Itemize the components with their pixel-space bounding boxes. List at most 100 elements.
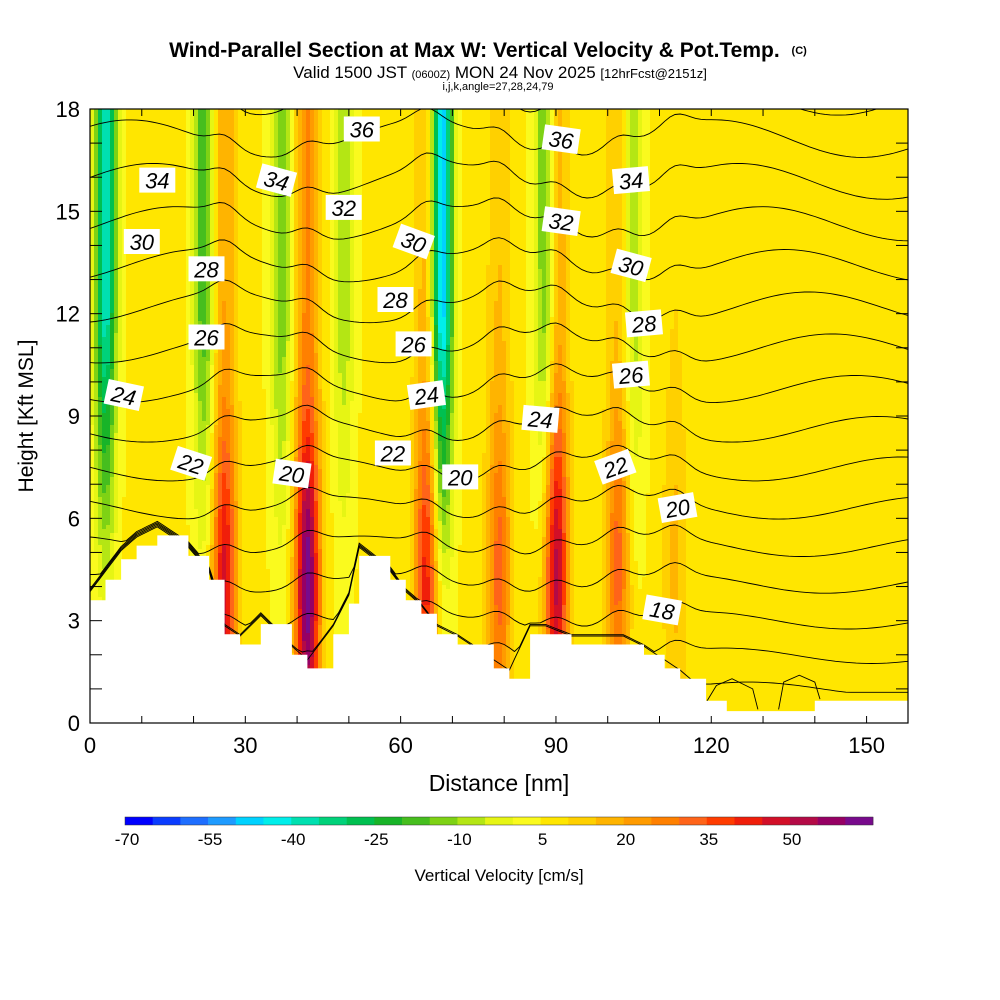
velocity-cell — [98, 133, 103, 138]
velocity-cell — [770, 133, 775, 138]
velocity-cell — [434, 113, 439, 118]
velocity-cell — [198, 121, 203, 126]
velocity-cell — [830, 117, 835, 122]
velocity-cell — [830, 121, 835, 126]
velocity-cell — [426, 125, 431, 130]
velocity-cell — [526, 137, 531, 142]
velocity-cell — [162, 133, 167, 138]
velocity-cell — [242, 125, 247, 130]
velocity-cell — [290, 121, 295, 126]
velocity-cell — [110, 141, 115, 146]
velocity-cell — [830, 125, 835, 130]
velocity-cell — [246, 133, 251, 138]
velocity-cell — [810, 113, 815, 118]
velocity-cell — [222, 121, 227, 126]
velocity-cell — [490, 109, 495, 114]
velocity-cell — [294, 133, 299, 138]
velocity-cell — [534, 117, 539, 122]
velocity-cell — [834, 121, 839, 126]
velocity-cell — [258, 121, 263, 126]
velocity-cell — [250, 125, 255, 130]
velocity-cell — [602, 121, 607, 126]
velocity-cell — [574, 121, 579, 126]
velocity-cell — [742, 109, 747, 114]
velocity-cell — [598, 125, 603, 130]
velocity-cell — [198, 117, 203, 122]
velocity-cell — [394, 117, 399, 122]
velocity-cell — [850, 137, 855, 142]
velocity-cell — [330, 129, 335, 134]
velocity-cell — [338, 121, 343, 126]
velocity-cell — [710, 129, 715, 134]
velocity-cell — [410, 121, 415, 126]
velocity-cell — [762, 137, 767, 142]
velocity-cell — [754, 133, 759, 138]
velocity-cell — [118, 137, 123, 142]
velocity-cell — [126, 117, 131, 122]
velocity-cell — [790, 117, 795, 122]
velocity-cell — [498, 113, 503, 118]
velocity-cell — [150, 117, 155, 122]
velocity-cell — [210, 117, 215, 122]
velocity-cell — [410, 125, 415, 130]
velocity-cell — [314, 129, 319, 134]
velocity-cell — [566, 121, 571, 126]
velocity-cell — [218, 137, 223, 142]
velocity-cell — [334, 121, 339, 126]
velocity-cell — [102, 117, 107, 122]
velocity-cell — [310, 121, 315, 126]
velocity-cell — [626, 109, 631, 114]
velocity-cell — [522, 121, 527, 126]
velocity-cell — [202, 117, 207, 122]
velocity-cell — [746, 129, 751, 134]
velocity-cell — [610, 109, 615, 114]
velocity-cell — [782, 121, 787, 126]
velocity-cell — [310, 109, 315, 114]
velocity-cell — [302, 137, 307, 142]
velocity-cell — [126, 109, 131, 114]
velocity-cell — [854, 109, 859, 114]
velocity-cell — [330, 109, 335, 114]
velocity-cell — [886, 113, 891, 118]
velocity-cell — [678, 125, 683, 130]
velocity-cell — [590, 133, 595, 138]
velocity-cell — [846, 109, 851, 114]
velocity-cell — [654, 109, 659, 114]
velocity-cell — [546, 109, 551, 114]
velocity-cell — [262, 137, 267, 142]
velocity-cell — [810, 117, 815, 122]
chart-title: Wind-Parallel Section at Max W: Vertical… — [169, 39, 807, 62]
velocity-cell — [450, 125, 455, 130]
velocity-cell — [90, 113, 95, 118]
velocity-cell — [814, 133, 819, 138]
velocity-cell — [122, 117, 127, 122]
velocity-cell — [626, 121, 631, 126]
velocity-cell — [118, 125, 123, 130]
velocity-cell — [614, 129, 619, 134]
velocity-cell — [322, 137, 327, 142]
velocity-cell — [606, 125, 611, 130]
velocity-cell — [322, 129, 327, 134]
velocity-cell — [550, 113, 555, 118]
velocity-cell — [706, 125, 711, 130]
velocity-cell — [270, 133, 275, 138]
velocity-cell — [226, 113, 231, 118]
velocity-cell — [530, 129, 535, 134]
velocity-cell — [586, 117, 591, 122]
velocity-cell — [402, 113, 407, 118]
velocity-cell — [98, 109, 103, 114]
velocity-cell — [534, 137, 539, 142]
velocity-cell — [866, 129, 871, 134]
velocity-cell — [254, 121, 259, 126]
velocity-cell — [502, 117, 507, 122]
velocity-cell — [734, 109, 739, 114]
velocity-cell — [174, 133, 179, 138]
velocity-cell — [874, 121, 879, 126]
velocity-cell — [474, 133, 479, 138]
velocity-cell — [306, 129, 311, 134]
chart-title-tag: (C) — [792, 45, 808, 57]
velocity-cell — [858, 125, 863, 130]
velocity-cell — [514, 129, 519, 134]
velocity-cell — [202, 129, 207, 134]
velocity-cell — [522, 117, 527, 122]
